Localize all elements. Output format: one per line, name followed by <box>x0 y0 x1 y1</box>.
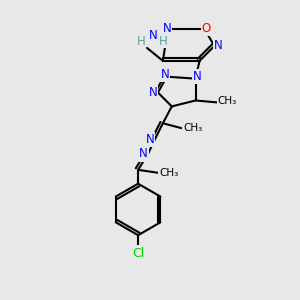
Text: CH₃: CH₃ <box>218 97 237 106</box>
Text: N: N <box>193 70 202 83</box>
Text: N: N <box>214 40 223 52</box>
Text: N: N <box>160 68 169 81</box>
Text: N: N <box>139 148 147 160</box>
Text: Cl: Cl <box>132 247 144 260</box>
Text: CH₃: CH₃ <box>183 123 202 133</box>
Text: CH₃: CH₃ <box>159 168 178 178</box>
Text: N: N <box>163 22 171 34</box>
Text: N: N <box>148 86 157 99</box>
Text: N: N <box>148 28 157 42</box>
Text: H: H <box>137 34 146 47</box>
Text: H: H <box>158 34 167 47</box>
Text: N: N <box>146 133 154 146</box>
Text: O: O <box>202 22 211 34</box>
